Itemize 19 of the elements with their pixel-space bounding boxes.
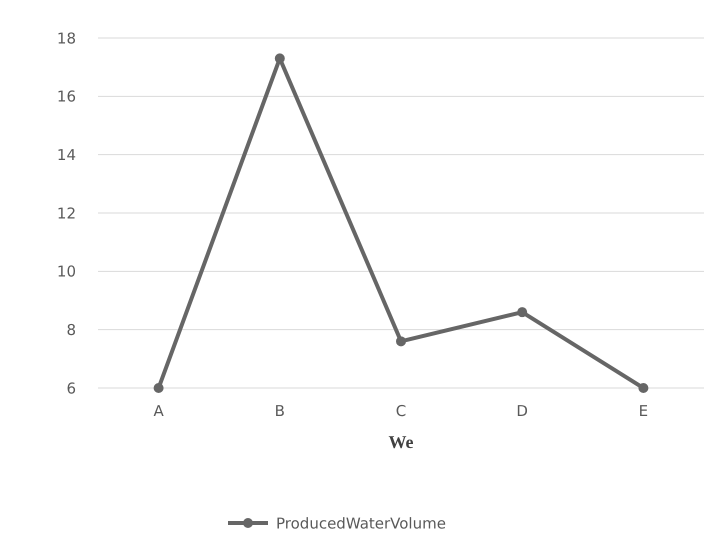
y-tick-label: 10 bbox=[56, 262, 76, 281]
x-tick-label: B bbox=[274, 402, 285, 420]
y-tick-label: 18 bbox=[56, 29, 76, 48]
x-tick-label: E bbox=[638, 402, 648, 420]
x-tick-label: C bbox=[396, 402, 406, 420]
point bbox=[638, 383, 648, 393]
x-tick-label: D bbox=[516, 402, 528, 420]
y-tick-label: 8 bbox=[66, 320, 76, 339]
y-tick-label: 16 bbox=[56, 88, 76, 106]
point bbox=[517, 307, 528, 318]
x-axis-title: We bbox=[388, 432, 414, 452]
y-tick-label: 12 bbox=[56, 204, 76, 222]
point bbox=[154, 383, 164, 393]
point bbox=[396, 336, 406, 346]
point bbox=[274, 53, 285, 64]
x-tick-label: A bbox=[153, 402, 164, 420]
y-tick-label: 14 bbox=[56, 146, 76, 164]
legend-label: ProducedWaterVolume bbox=[276, 514, 446, 532]
y-tick-label: 6 bbox=[66, 379, 76, 398]
